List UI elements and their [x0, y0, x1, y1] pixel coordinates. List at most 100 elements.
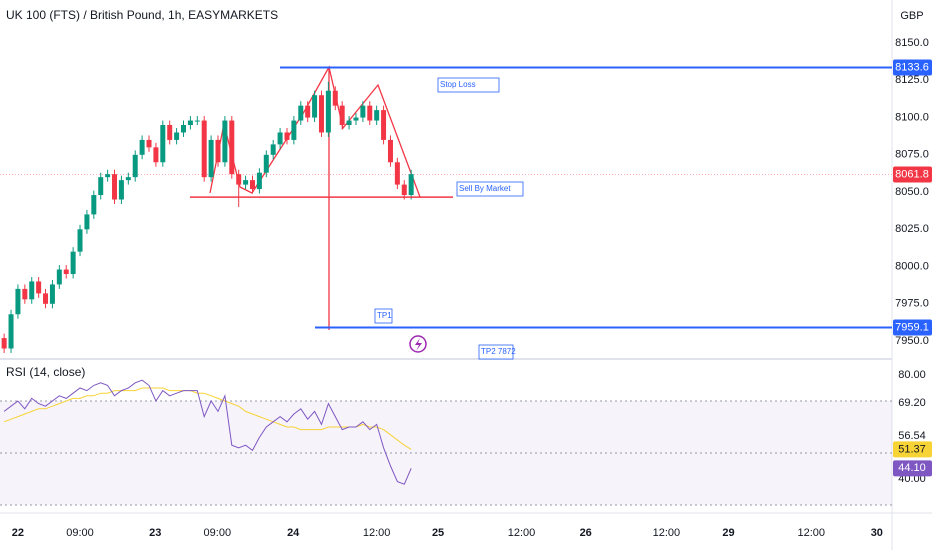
candle-body [243, 180, 249, 185]
candle-body [29, 281, 35, 300]
price-label-bg [893, 319, 932, 336]
y-tick-label: 7975.0 [895, 298, 929, 310]
candle-body [43, 293, 49, 304]
candle-body [153, 147, 159, 163]
price-label-bg [893, 441, 932, 458]
note-text: Stop Loss [440, 80, 476, 89]
candle-body [84, 214, 90, 230]
candle-body [374, 110, 380, 121]
candle-body [139, 139, 145, 155]
y-tick-label: 8150.0 [895, 37, 929, 49]
candle-body [174, 132, 180, 140]
candle-body [381, 110, 387, 140]
candle-body [408, 174, 414, 196]
candle-body [63, 269, 69, 275]
price-label-bg [893, 166, 932, 183]
y-tick-label: 56.54 [898, 430, 926, 442]
note-text: TP1 [377, 311, 392, 320]
candle-body [367, 105, 373, 121]
candle-body [277, 132, 283, 145]
candle-body [332, 90, 338, 106]
price-label-bg [893, 460, 932, 477]
price-label: 8133.6 [895, 61, 929, 73]
y-tick-label: 80.00 [898, 369, 926, 381]
x-tick-label: 29 [722, 527, 734, 539]
note-box [456, 181, 524, 197]
candle-body [208, 139, 214, 178]
candle-body [318, 95, 324, 133]
candle-body [353, 117, 359, 121]
candle-body [125, 177, 131, 181]
rsi-line [3, 387, 412, 450]
candle-body [56, 269, 62, 285]
candle-body [401, 184, 407, 196]
note-box [437, 77, 500, 93]
candle-body [36, 281, 42, 294]
candle-body [284, 132, 290, 140]
currency: GBP [900, 10, 923, 22]
x-tick-label: 09:00 [204, 527, 232, 539]
candle-body [1, 338, 7, 349]
x-tick-label: 23 [149, 527, 161, 539]
y-tick-label: 8100.0 [895, 111, 929, 123]
candle-body [146, 139, 152, 148]
candle-body [394, 162, 400, 185]
x-tick-label: 09:00 [66, 527, 94, 539]
candle-body [256, 172, 262, 190]
candle-body [387, 139, 393, 163]
x-tick-label: 12:00 [363, 527, 391, 539]
candle-body [325, 90, 331, 133]
x-tick-label: 24 [287, 527, 300, 539]
x-tick-label: 12:00 [653, 527, 681, 539]
candle-body [249, 180, 255, 190]
price-label: 8061.8 [895, 168, 929, 180]
x-tick-label: 12:00 [798, 527, 826, 539]
price-label: 7959.1 [895, 321, 929, 333]
candle-body [181, 125, 187, 133]
candle-body [118, 180, 124, 200]
y-tick-label: 69.20 [898, 397, 926, 409]
candle-body [360, 105, 366, 118]
price-label: 44.10 [898, 462, 926, 474]
price-label-bg [893, 59, 932, 76]
rsi-line [3, 379, 412, 485]
candle-body [112, 174, 118, 200]
candle-body [270, 144, 276, 155]
candle-body [201, 120, 207, 178]
event-bolt [415, 338, 422, 351]
candle-body [98, 177, 104, 196]
candle-body [298, 105, 304, 121]
candle-body [160, 125, 166, 163]
x-tick-label: 22 [12, 527, 24, 539]
y-tick-label: 8025.0 [895, 223, 929, 235]
candle-body [70, 251, 76, 275]
candle-body [167, 125, 173, 140]
candle-body [22, 288, 28, 300]
x-tick-label: 26 [580, 527, 592, 539]
candle-body [215, 139, 221, 163]
candle-body [132, 154, 138, 178]
x-tick-label: 30 [871, 527, 883, 539]
x-tick-label: 25 [432, 527, 444, 539]
candle-body [222, 120, 228, 163]
candle-body [91, 195, 97, 215]
note-text: Sell By Market [459, 184, 511, 193]
note-text: TP2 7872 [481, 347, 516, 356]
note-box [478, 344, 514, 360]
y-tick-label: 7950.0 [895, 335, 929, 347]
rsi-title: RSI (14, close) [6, 365, 85, 379]
candle-body [291, 120, 297, 140]
candle-body [194, 120, 200, 122]
price-label: 51.37 [898, 443, 926, 455]
candle-body [8, 314, 14, 349]
candle-body [105, 174, 111, 178]
candle-body [312, 95, 318, 118]
candle-body [236, 174, 242, 185]
candle-body [15, 288, 21, 315]
candle-body [339, 105, 345, 126]
candle-body [229, 120, 235, 175]
y-tick-label: 8075.0 [895, 149, 929, 161]
chart-title: UK 100 (FTS) / British Pound, 1h, EASYMA… [6, 8, 278, 22]
candle-body [346, 120, 352, 126]
